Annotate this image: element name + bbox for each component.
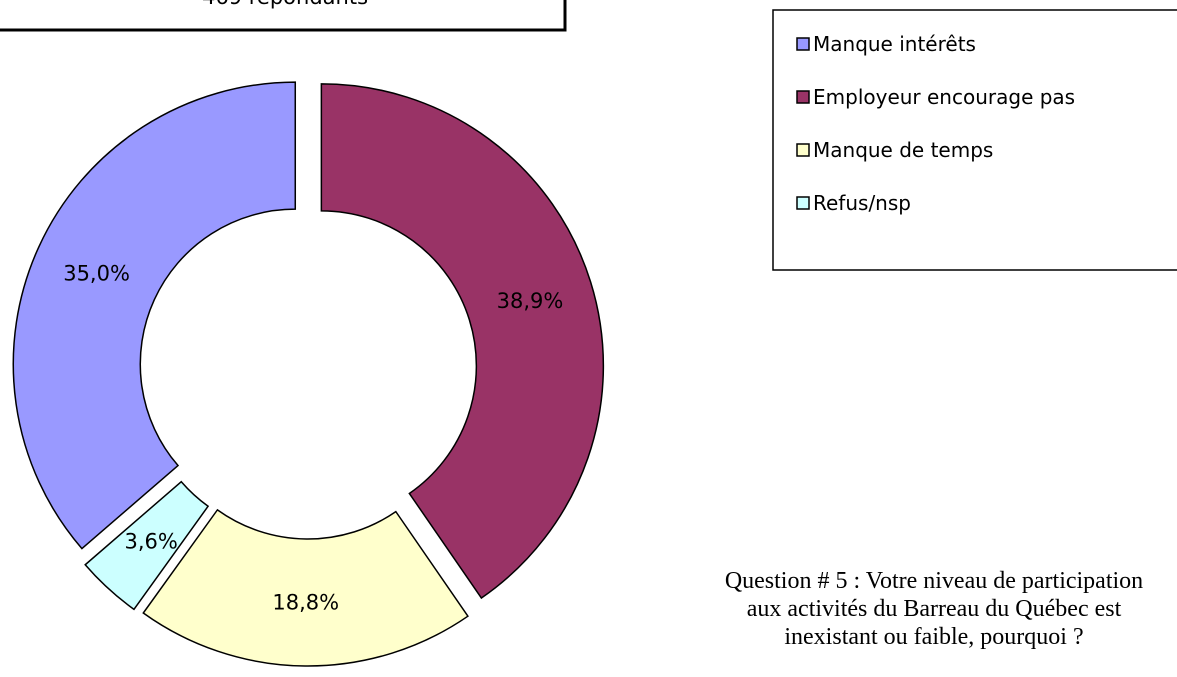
legend-label: Manque de temps [813,138,993,162]
data-label: 3,6% [124,530,177,554]
legend-swatch [796,90,810,104]
legend-box [772,9,1177,271]
legend-label: Refus/nsp [813,191,911,215]
title-box [0,0,567,32]
donut-slice [84,480,210,611]
donut-slice [320,83,605,600]
chart-title: 469 répondants [202,0,368,9]
donut-slice [12,81,297,550]
caption-line: aux activités du Barreau du Québec est [747,596,1122,622]
donut-slice [142,508,469,667]
data-label: 38,9% [497,289,564,313]
legend-label: Manque intérêts [813,32,976,56]
legend-swatch [796,37,810,51]
data-label: 18,8% [272,590,339,614]
caption-line: Question # 5 : Votre niveau de participa… [725,568,1143,594]
legend-swatch [796,143,810,157]
caption-line: inexistant ou faible, pourquoi ? [784,624,1083,650]
legend-swatch [796,196,810,210]
caption: Question # 5 : Votre niveau de participa… [725,568,1143,650]
data-label: 35,0% [63,261,130,285]
legend-label: Employeur encourage pas [813,85,1075,109]
